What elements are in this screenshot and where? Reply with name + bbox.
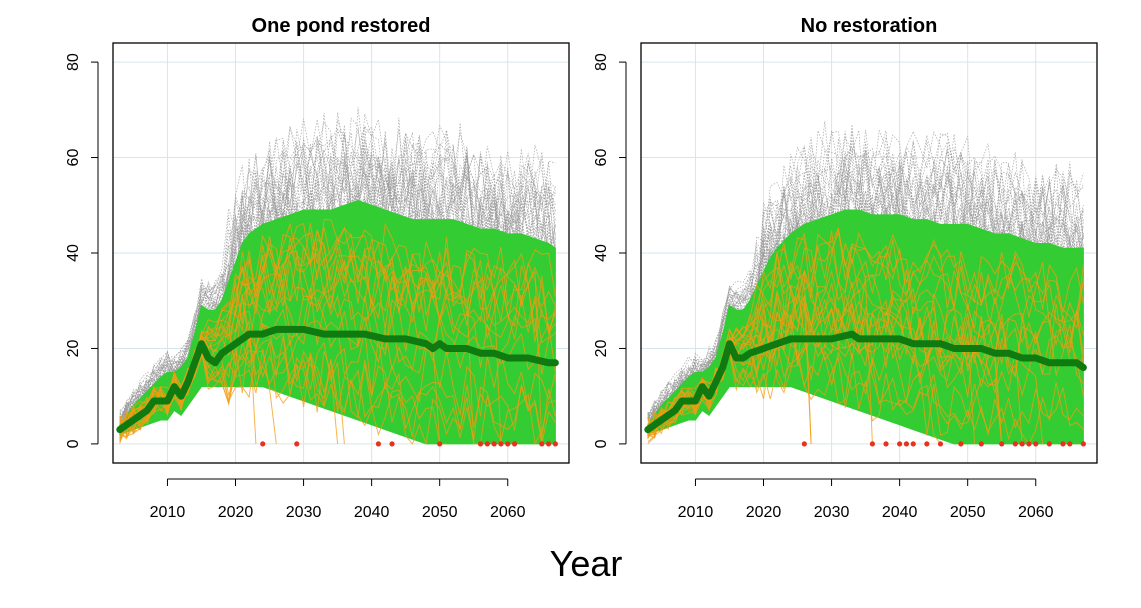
y-tick-label: 20 <box>593 339 610 357</box>
y-tick-label: 40 <box>65 244 82 262</box>
trajectory-gray <box>647 121 1084 425</box>
trajectory-gray <box>647 150 1084 427</box>
extinction-marker <box>924 441 930 447</box>
extinction-marker <box>999 441 1005 447</box>
x-tick-label: 2050 <box>950 504 986 521</box>
extinction-marker <box>937 441 944 447</box>
y-axis: 0 20 40 60 80 <box>593 53 627 448</box>
trajectory-orange <box>647 230 873 444</box>
y-tick-label: 40 <box>593 244 610 262</box>
extinction-marker <box>477 441 484 447</box>
trajectory-gray <box>119 118 556 421</box>
x-tick-label: 2030 <box>286 504 322 521</box>
trajectory-gray <box>119 113 556 425</box>
plot-area <box>116 107 559 447</box>
x-tick-label: 2030 <box>814 504 850 521</box>
extinction-marker <box>801 441 807 447</box>
y-tick-label: 80 <box>65 53 82 71</box>
trajectory-gray <box>119 151 556 423</box>
extinction-markers <box>801 441 1086 447</box>
extinction-marker <box>294 441 300 447</box>
extinction-marker <box>897 441 903 447</box>
extinction-marker <box>545 441 552 447</box>
trajectory-gray <box>119 152 556 434</box>
x-tick-label: 2040 <box>882 504 918 521</box>
extinction-marker <box>958 441 964 447</box>
plot-frame <box>640 42 1098 464</box>
extinction-marker <box>260 441 266 447</box>
plot-frame <box>112 42 570 464</box>
extinction-markers <box>260 441 558 447</box>
extinction-marker <box>910 441 916 447</box>
y-tick-label: 60 <box>593 149 610 167</box>
trajectory-gray <box>647 130 1084 433</box>
extinction-marker <box>539 441 545 447</box>
extinction-marker <box>491 441 497 447</box>
trajectory-gray <box>647 130 1084 427</box>
trajectory-gray <box>119 126 556 433</box>
trajectory-gray <box>647 138 1084 436</box>
confidence-band <box>647 209 1084 445</box>
x-tick-label: 2040 <box>354 504 390 521</box>
trajectory-gray <box>647 130 1084 429</box>
extinction-marker <box>1080 441 1086 447</box>
y-tick-label: 80 <box>593 53 610 71</box>
x-axis-title: Year <box>550 543 623 584</box>
extinction-marker <box>437 441 443 447</box>
extinction-marker <box>484 441 490 447</box>
trajectory-orange <box>119 322 345 444</box>
extinction-marker <box>1067 441 1073 447</box>
plot-area <box>644 121 1087 447</box>
x-tick-label: 2010 <box>678 504 714 521</box>
extinction-marker <box>903 441 910 447</box>
trajectory-orange <box>119 222 556 443</box>
y-tick-label: 20 <box>65 339 82 357</box>
median-line <box>116 325 559 434</box>
extinction-marker <box>978 441 984 447</box>
trajectory-gray <box>647 162 1084 437</box>
x-tick-label: 2020 <box>218 504 254 521</box>
x-tick-label: 2060 <box>490 504 526 521</box>
extinction-marker <box>552 441 558 447</box>
trajectory-gray <box>119 112 556 419</box>
median-line <box>644 330 1087 434</box>
x-tick-label: 2010 <box>150 504 186 521</box>
extinction-marker <box>1012 441 1018 447</box>
x-tick-label: 2050 <box>422 504 458 521</box>
x-axis: 2010 2020 2030 2040 2050 2060 <box>150 478 526 521</box>
extinction-marker <box>869 441 876 447</box>
x-axis: 2010 2020 2030 2040 2050 2060 <box>678 478 1054 521</box>
extinction-marker <box>1033 441 1039 447</box>
extinction-marker <box>1046 441 1052 447</box>
trajectory-gray <box>647 141 1084 419</box>
trajectory-gray <box>647 130 1084 419</box>
panel-title: One pond restored <box>252 15 431 37</box>
extinction-marker <box>375 441 382 447</box>
y-axis: 0 20 40 60 80 <box>65 53 99 448</box>
y-tick-label: 0 <box>65 439 82 448</box>
trajectory-gray <box>647 124 1084 431</box>
extinction-marker <box>511 441 518 447</box>
trajectory-orange <box>647 301 812 444</box>
extinction-marker <box>1060 441 1066 447</box>
extinction-marker <box>1019 441 1025 447</box>
y-tick-label: 60 <box>65 149 82 167</box>
extinction-marker <box>498 441 504 447</box>
y-tick-label: 0 <box>593 439 610 448</box>
trajectory-orange <box>647 277 1003 444</box>
extinction-marker <box>1026 441 1032 447</box>
x-tick-label: 2020 <box>746 504 782 521</box>
extinction-marker <box>389 441 395 447</box>
trajectory-gray <box>119 143 556 419</box>
extinction-marker <box>883 441 889 447</box>
x-tick-label: 2060 <box>1018 504 1054 521</box>
trajectory-gray <box>119 137 556 430</box>
extinction-marker <box>505 441 511 447</box>
trajectory-gray <box>647 139 1084 419</box>
panel-title: No restoration <box>801 15 938 37</box>
trajectory-gray <box>119 126 556 414</box>
